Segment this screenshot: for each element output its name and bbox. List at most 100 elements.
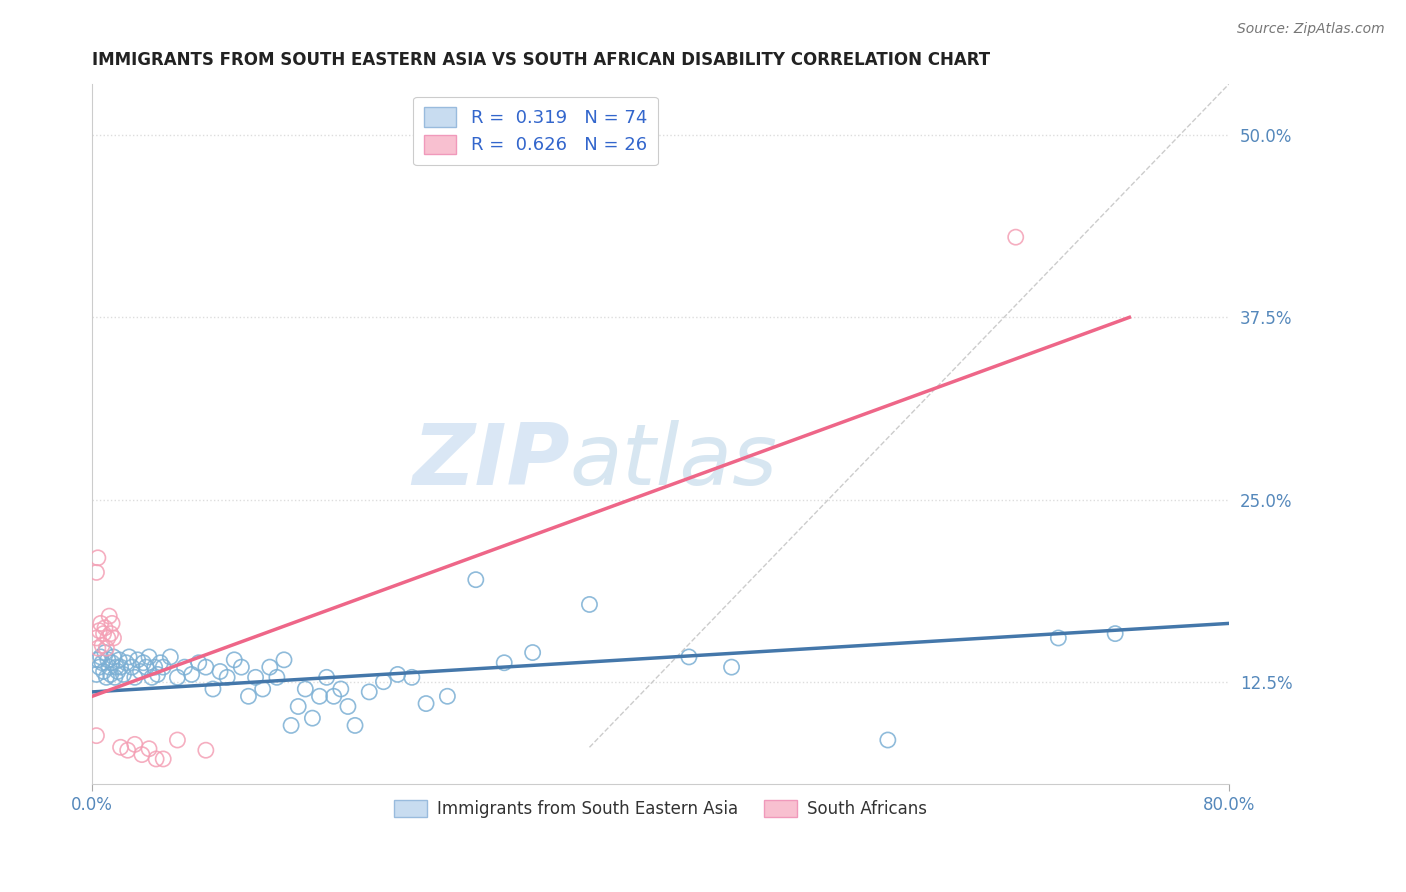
Point (149, 656, 172, 670)
Point (273, 653, 295, 667)
Point (152, 752, 174, 766)
Point (98, 660, 121, 674)
Point (187, 656, 209, 670)
Point (91, 638, 114, 652)
Point (387, 667, 409, 681)
Point (90, 649, 112, 664)
Point (344, 718, 367, 732)
Point (86, 631, 108, 645)
Point (96, 641, 118, 656)
Point (129, 665, 152, 679)
Point (103, 631, 125, 645)
Point (91, 656, 114, 670)
Point (166, 733, 188, 747)
Point (103, 649, 125, 664)
Point (143, 660, 166, 674)
Point (131, 747, 153, 762)
Point (201, 681, 224, 696)
Point (135, 660, 157, 674)
Point (108, 653, 131, 667)
Point (97, 653, 120, 667)
Point (86, 729, 108, 743)
Point (110, 660, 132, 674)
Point (287, 699, 309, 714)
Text: Source: ZipAtlas.com: Source: ZipAtlas.com (1237, 22, 1385, 37)
Point (145, 752, 167, 766)
Legend: Immigrants from South Eastern Asia, South Africans: Immigrants from South Eastern Asia, Sout… (388, 793, 934, 824)
Text: ZIP: ZIP (412, 420, 569, 503)
Point (141, 670, 163, 684)
Point (401, 670, 423, 684)
Point (194, 660, 217, 674)
Point (138, 649, 160, 664)
Point (166, 670, 188, 684)
Point (152, 660, 174, 674)
Point (315, 670, 337, 684)
Point (1004, 230, 1026, 244)
Point (138, 741, 160, 756)
Point (578, 598, 600, 612)
Point (180, 667, 202, 681)
Point (876, 733, 898, 747)
Point (159, 649, 181, 664)
Point (436, 690, 458, 704)
Text: IMMIGRANTS FROM SOUTH EASTERN ASIA VS SOUTH AFRICAN DISABILITY CORRELATION CHART: IMMIGRANTS FROM SOUTH EASTERN ASIA VS SO… (93, 51, 990, 69)
Point (101, 616, 124, 631)
Point (94, 646, 117, 660)
Point (127, 653, 149, 667)
Point (121, 660, 143, 674)
Point (173, 660, 195, 674)
Point (89, 624, 111, 638)
Point (117, 743, 139, 757)
Point (101, 656, 124, 670)
Point (118, 649, 141, 664)
Point (464, 573, 486, 587)
Point (231, 660, 253, 674)
Point (308, 690, 330, 704)
Point (93, 626, 115, 640)
Point (329, 681, 352, 696)
Point (266, 670, 288, 684)
Point (86, 566, 108, 580)
Point (224, 653, 246, 667)
Point (94, 621, 117, 635)
Point (359, 685, 381, 699)
Point (301, 711, 323, 725)
Point (97, 631, 120, 645)
Point (217, 670, 239, 684)
Point (107, 665, 129, 679)
Point (89, 660, 111, 674)
Point (104, 670, 127, 684)
Point (238, 690, 260, 704)
Point (336, 699, 359, 714)
Point (112, 667, 135, 681)
Point (252, 681, 274, 696)
Point (100, 626, 122, 640)
Point (522, 646, 544, 660)
Point (96, 670, 118, 684)
Point (194, 743, 217, 757)
Point (87, 550, 110, 565)
Point (209, 665, 232, 679)
Point (100, 667, 122, 681)
Point (87, 641, 110, 656)
Point (87, 653, 110, 667)
Point (294, 681, 316, 696)
Point (90, 616, 112, 631)
Point (280, 718, 302, 732)
Point (494, 656, 516, 670)
Point (124, 670, 146, 684)
Point (1047, 631, 1070, 645)
Point (415, 697, 437, 711)
Point (105, 660, 128, 674)
Point (115, 656, 138, 670)
Point (678, 649, 700, 664)
Point (93, 665, 115, 679)
Point (1104, 626, 1126, 640)
Point (245, 670, 267, 684)
Point (98, 609, 121, 624)
Point (86, 667, 108, 681)
Point (132, 656, 155, 670)
Point (259, 660, 281, 674)
Point (720, 660, 742, 674)
